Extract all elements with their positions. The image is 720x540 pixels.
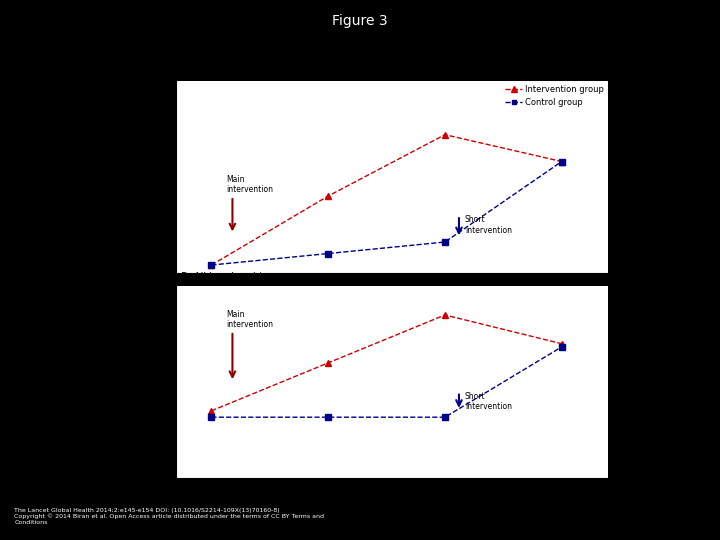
Text: Main
intervention: Main intervention [227,175,274,194]
Text: A  Target occasions: A Target occasions [181,67,274,77]
Text: Short
intervention: Short intervention [465,392,512,411]
Text: B  All handwashing: B All handwashing [181,272,274,282]
Text: Figure 3: Figure 3 [332,14,388,28]
Y-axis label: Proportion of occasions with HWWS (%): Proportion of occasions with HWWS (%) [146,306,156,458]
Legend: Intervention group, Control group: Intervention group, Control group [505,85,604,107]
Y-axis label: Proportion of occasions with HWWS (%): Proportion of occasions with HWWS (%) [146,101,156,253]
Text: Short
intervention: Short intervention [465,215,512,234]
Text: The Lancet Global Health 2014;2:e145-e154 DOI: (10.1016/S2214-109X(13)70160-8)
C: The Lancet Global Health 2014;2:e145-e15… [14,508,325,525]
Text: Main
intervention: Main intervention [227,310,274,329]
